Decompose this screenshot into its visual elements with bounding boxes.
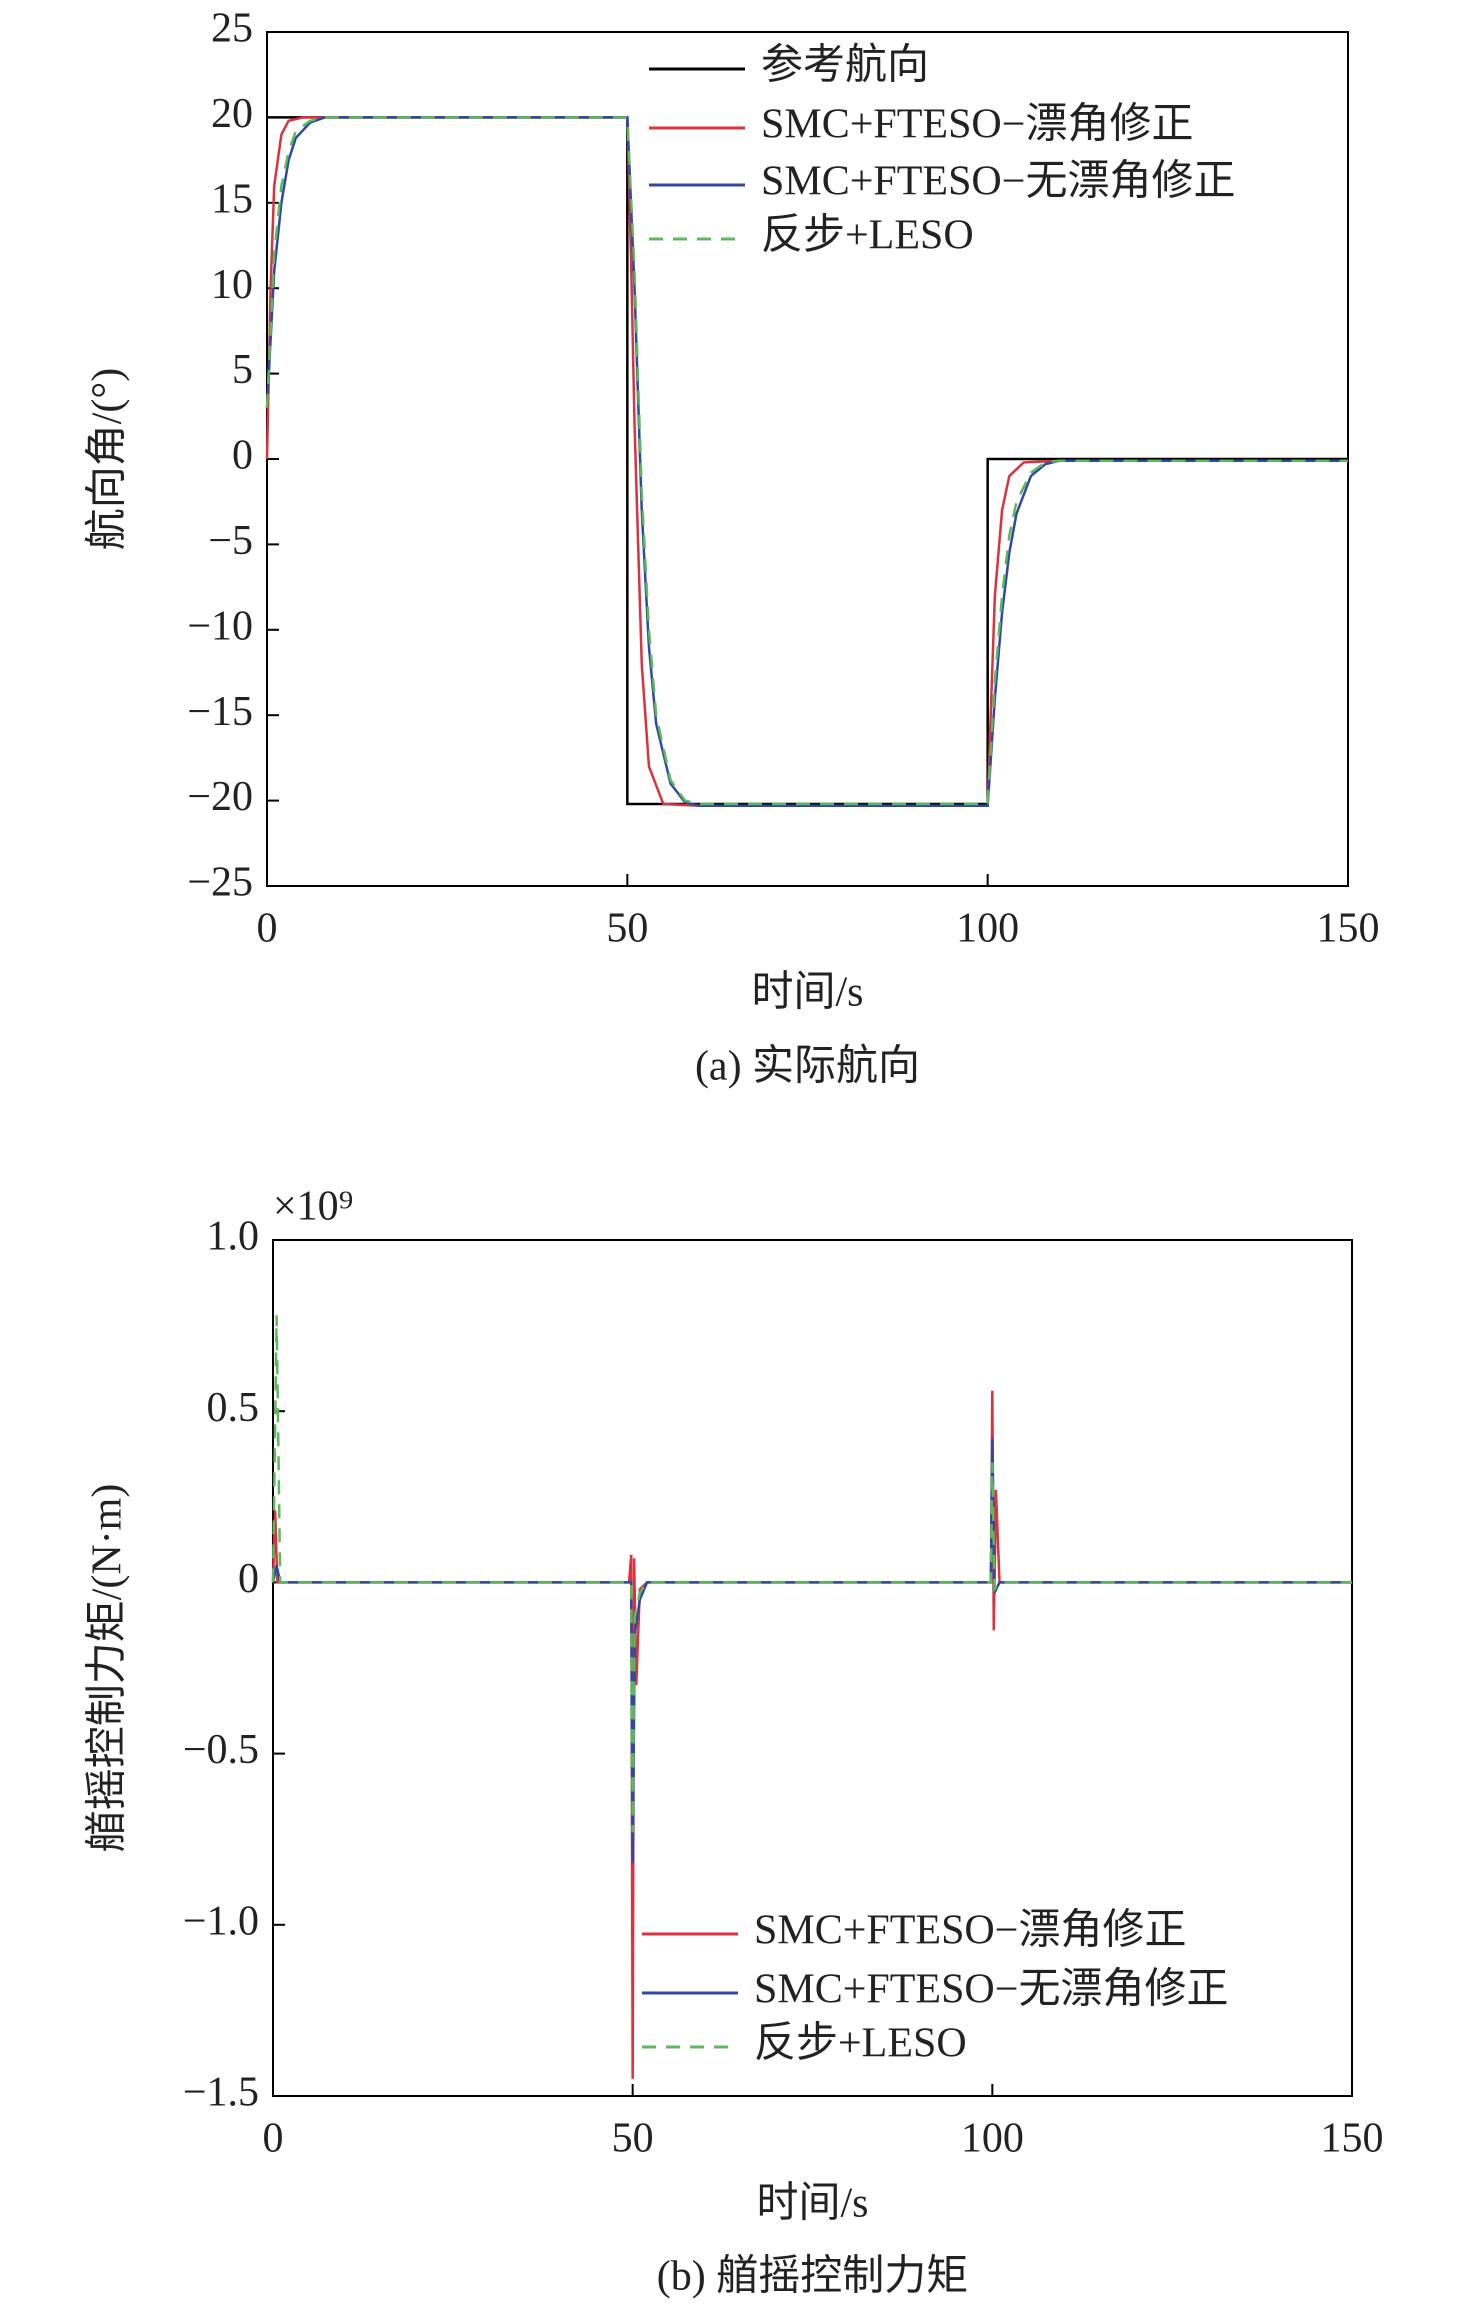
y-tick-label: −5: [208, 518, 253, 564]
chart-caption: (b) 艏摇控制力矩: [657, 2254, 968, 2300]
y-tick-label: −20: [187, 774, 253, 820]
y-axis-label: 航向角/(°): [84, 368, 131, 550]
x-tick-label: 0: [263, 2116, 284, 2162]
legend-label: SMC+FTESO−漂角修正: [761, 102, 1193, 148]
y-tick-label: −10: [187, 603, 253, 649]
y-tick-label: 25: [211, 6, 253, 52]
series-line: [271, 1315, 1352, 1833]
y-tick-label: 15: [211, 176, 253, 222]
y-tick-label: 0.5: [207, 1385, 260, 1431]
series-line: [271, 1438, 1352, 1864]
y-tick-label: 1.0: [207, 1214, 260, 1260]
y-multiplier: ×10⁹: [273, 1184, 353, 1230]
legend-label: 参考航向: [761, 42, 929, 89]
series-line: [265, 116, 1348, 806]
x-tick-label: 0: [257, 906, 278, 952]
y-axis-label: 艏摇控制力矩/(N·m): [85, 1484, 131, 1853]
series-line: [265, 116, 1348, 807]
legend-label: SMC+FTESO−无漂角修正: [761, 159, 1235, 205]
x-axis-label: 时间/s: [751, 970, 863, 1016]
y-tick-label: −1.5: [183, 2070, 259, 2116]
series-line: [265, 116, 1348, 807]
x-tick-label: 100: [956, 906, 1019, 952]
legend-label: SMC+FTESO−无漂角修正: [754, 1967, 1228, 2013]
legend-label: 反步+LESO: [754, 2021, 967, 2067]
y-tick-label: −1.0: [183, 1898, 259, 1944]
x-tick-label: 150: [1317, 906, 1380, 952]
x-axis-label: 时间/s: [756, 2181, 868, 2227]
y-tick-label: −15: [187, 689, 253, 735]
y-tick-label: 10: [211, 262, 253, 308]
y-tick-label: −25: [187, 860, 253, 906]
x-tick-label: 100: [961, 2116, 1024, 2162]
legend-label: SMC+FTESO−漂角修正: [754, 1908, 1186, 1954]
chart-caption: (a) 实际航向: [695, 1043, 920, 1090]
y-tick-label: 0: [238, 1556, 259, 1602]
x-tick-label: 50: [612, 2116, 654, 2162]
y-tick-label: 5: [232, 347, 253, 393]
plot-frame: [272, 1239, 1353, 2097]
legend-label: 反步+LESO: [761, 213, 974, 259]
y-tick-label: −0.5: [183, 1727, 259, 1773]
y-tick-label: 0: [232, 433, 253, 479]
x-tick-label: 150: [1321, 2116, 1384, 2162]
x-tick-label: 50: [606, 906, 648, 952]
y-tick-label: 20: [211, 91, 253, 137]
